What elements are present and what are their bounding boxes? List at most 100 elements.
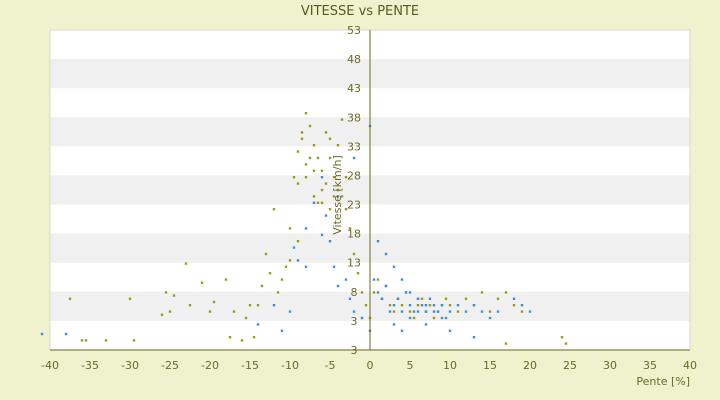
data-point	[164, 291, 168, 294]
data-point	[336, 195, 340, 198]
data-point	[272, 304, 276, 307]
data-point	[424, 310, 428, 313]
data-point	[296, 259, 300, 262]
x-tick-label: -10	[281, 359, 299, 372]
data-point	[308, 124, 312, 128]
data-point	[324, 214, 328, 217]
data-point	[392, 323, 396, 326]
data-point	[408, 316, 412, 320]
data-point	[336, 284, 340, 288]
data-point	[388, 304, 392, 307]
x-tick-label: 15	[483, 359, 497, 372]
data-point	[212, 300, 216, 304]
data-point	[336, 144, 340, 147]
data-point	[444, 297, 448, 300]
data-point	[260, 284, 264, 288]
data-point	[184, 262, 188, 265]
data-point	[472, 304, 476, 307]
data-point	[416, 304, 420, 307]
data-point	[332, 265, 336, 268]
data-point	[472, 336, 476, 339]
data-point	[444, 316, 448, 320]
data-point	[252, 336, 256, 339]
data-point	[528, 310, 532, 313]
data-point	[412, 316, 416, 320]
x-tick-label: 20	[523, 359, 537, 372]
data-point	[312, 195, 316, 198]
data-point	[132, 339, 136, 342]
chart-title: VITESSE vs PENTE	[301, 4, 419, 19]
data-point	[284, 265, 288, 268]
data-point	[288, 259, 292, 262]
y-tick-label: 18	[347, 228, 361, 241]
data-point	[320, 176, 324, 179]
data-point	[464, 310, 468, 313]
data-point	[560, 336, 564, 339]
data-point	[464, 297, 468, 300]
data-point	[304, 265, 308, 268]
data-point	[428, 297, 432, 300]
data-point	[348, 227, 352, 230]
data-point	[104, 339, 108, 342]
data-point	[376, 291, 380, 294]
data-point	[456, 304, 460, 307]
data-point	[356, 272, 360, 275]
data-point	[248, 304, 252, 307]
data-point	[420, 304, 424, 307]
y-axis-label: Vitesse [km/h]	[331, 155, 344, 235]
data-point	[352, 156, 356, 160]
data-point	[392, 310, 396, 313]
data-point	[296, 182, 300, 185]
x-tick-label: 40	[683, 359, 697, 372]
y-tick-label: 48	[347, 53, 361, 66]
data-point	[392, 265, 396, 268]
data-point	[304, 176, 308, 179]
data-point	[404, 291, 408, 294]
data-point	[168, 310, 172, 313]
data-point	[316, 201, 320, 204]
data-point	[384, 252, 388, 256]
data-point	[232, 310, 236, 313]
data-point	[480, 291, 484, 294]
data-point	[264, 252, 268, 256]
data-point	[268, 272, 272, 275]
axes	[50, 30, 690, 351]
x-tick-label: -5	[325, 359, 336, 372]
x-axis-label: Pente [%]	[636, 375, 690, 388]
data-point	[436, 310, 440, 313]
data-point	[188, 304, 192, 307]
data-point	[208, 310, 212, 313]
y-tick-label: 13	[347, 257, 361, 270]
data-point	[372, 278, 376, 281]
data-point	[488, 310, 492, 313]
data-point	[312, 201, 316, 204]
data-point	[364, 304, 368, 307]
data-point	[308, 156, 312, 160]
data-point	[80, 339, 84, 342]
data-point	[420, 297, 424, 300]
x-tick-label: -15	[241, 359, 259, 372]
data-point	[376, 240, 380, 243]
data-point	[328, 156, 332, 160]
data-point	[416, 310, 420, 313]
data-point	[320, 201, 324, 204]
x-tick-label: 10	[443, 359, 457, 372]
data-point	[496, 297, 500, 300]
data-point	[376, 278, 380, 281]
data-point	[172, 294, 176, 297]
x-tick-label: 5	[407, 359, 414, 372]
data-point	[304, 112, 308, 115]
data-point	[448, 310, 452, 313]
data-point	[324, 182, 328, 185]
data-point	[352, 310, 356, 313]
data-point	[324, 131, 328, 134]
y-tick-label: 23	[347, 199, 361, 212]
data-point	[228, 336, 232, 339]
data-point	[200, 281, 204, 284]
data-point	[360, 291, 364, 294]
data-points	[40, 112, 568, 345]
data-point	[256, 323, 260, 326]
data-point	[384, 284, 388, 288]
y-tick-label: 3	[351, 344, 358, 357]
